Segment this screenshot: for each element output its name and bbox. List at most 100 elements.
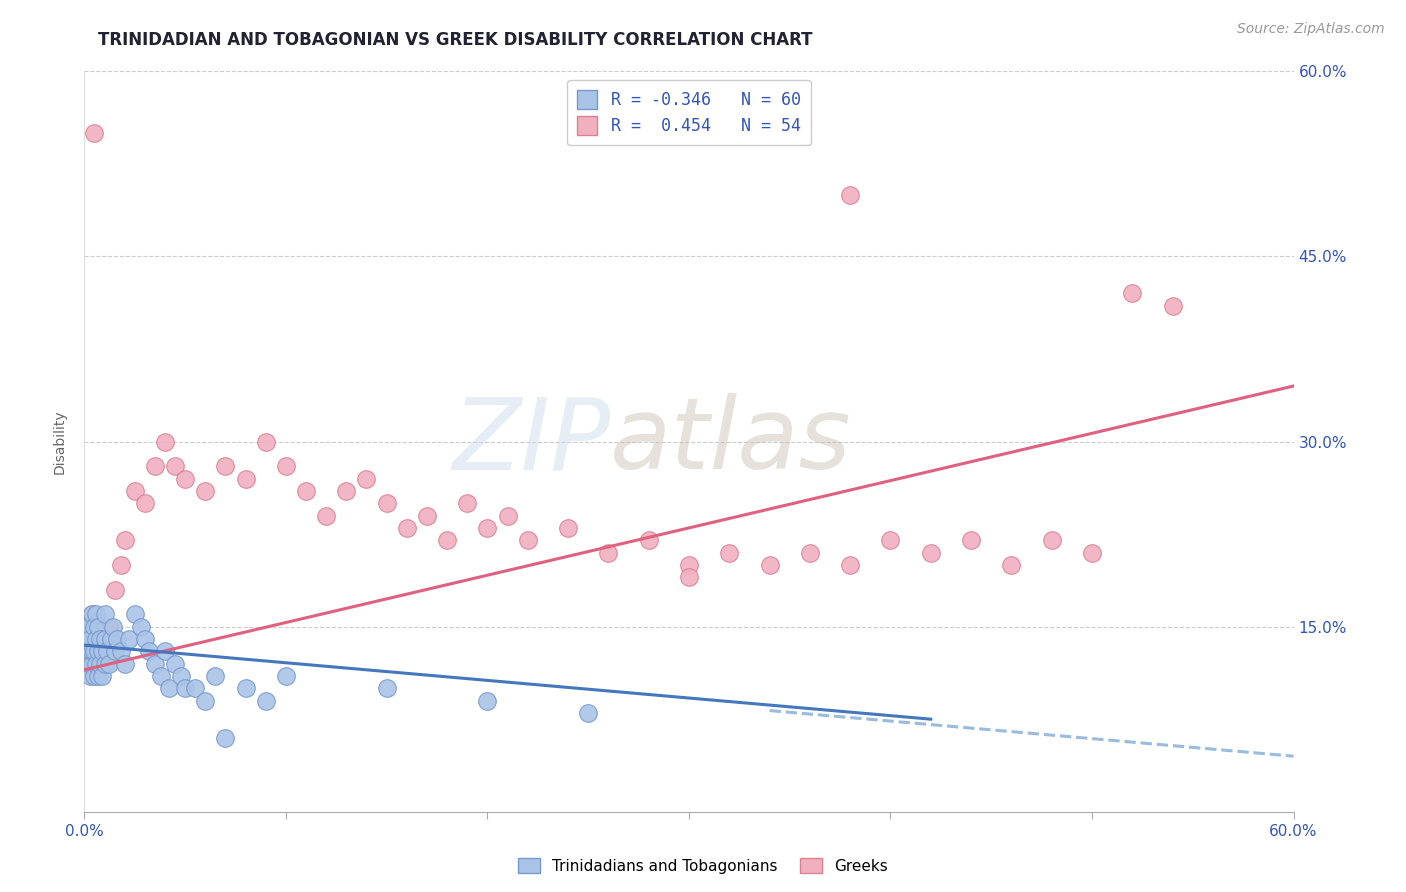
Point — [114, 657, 136, 671]
Point — [194, 694, 217, 708]
Point — [87, 644, 110, 658]
Point — [83, 619, 105, 633]
Point — [598, 546, 620, 560]
Text: atlas: atlas — [610, 393, 852, 490]
Point — [87, 619, 110, 633]
Point — [174, 681, 197, 696]
Point — [496, 508, 519, 523]
Point — [557, 521, 579, 535]
Text: TRINIDADIAN AND TOBAGONIAN VS GREEK DISABILITY CORRELATION CHART: TRINIDADIAN AND TOBAGONIAN VS GREEK DISA… — [98, 31, 813, 49]
Point — [134, 632, 156, 646]
Point — [97, 657, 120, 671]
Point — [839, 187, 862, 202]
Point — [153, 644, 176, 658]
Point — [114, 533, 136, 548]
Point — [315, 508, 337, 523]
Point — [235, 471, 257, 485]
Point — [758, 558, 780, 572]
Point — [87, 619, 110, 633]
Point — [1161, 299, 1184, 313]
Point — [214, 459, 236, 474]
Point — [375, 681, 398, 696]
Point — [143, 657, 166, 671]
Point — [576, 706, 599, 720]
Point — [138, 644, 160, 658]
Legend: R = -0.346   N = 60, R =  0.454   N = 54: R = -0.346 N = 60, R = 0.454 N = 54 — [567, 79, 811, 145]
Point — [124, 607, 146, 622]
Point — [104, 582, 127, 597]
Point — [718, 546, 741, 560]
Legend: Trinidadians and Tobagonians, Greeks: Trinidadians and Tobagonians, Greeks — [512, 852, 894, 880]
Text: Source: ZipAtlas.com: Source: ZipAtlas.com — [1237, 22, 1385, 37]
Point — [118, 632, 141, 646]
Point — [274, 459, 297, 474]
Point — [124, 483, 146, 498]
Point — [86, 657, 108, 671]
Point — [75, 619, 97, 633]
Point — [149, 669, 172, 683]
Point — [143, 459, 166, 474]
Point — [75, 644, 97, 658]
Point — [416, 508, 439, 523]
Point — [82, 607, 104, 622]
Point — [184, 681, 207, 696]
Point — [1040, 533, 1063, 548]
Point — [214, 731, 236, 745]
Point — [83, 644, 105, 658]
Point — [1121, 286, 1143, 301]
Point — [516, 533, 538, 548]
Point — [254, 434, 277, 449]
Point — [75, 632, 97, 646]
Point — [77, 657, 100, 671]
Point — [157, 681, 180, 696]
Point — [75, 644, 97, 658]
Point — [174, 471, 197, 485]
Point — [77, 632, 100, 646]
Point — [129, 619, 152, 633]
Point — [89, 657, 111, 671]
Point — [274, 669, 297, 683]
Point — [1081, 546, 1104, 560]
Point — [678, 558, 700, 572]
Point — [799, 546, 821, 560]
Point — [436, 533, 458, 548]
Text: ZIP: ZIP — [453, 393, 610, 490]
Point — [170, 669, 193, 683]
Point — [356, 471, 378, 485]
Point — [82, 607, 104, 622]
Point — [235, 681, 257, 696]
Point — [79, 657, 101, 671]
Point — [1000, 558, 1022, 572]
Point — [96, 644, 118, 658]
Point — [637, 533, 659, 548]
Point — [93, 632, 115, 646]
Point — [295, 483, 318, 498]
Point — [153, 434, 176, 449]
Point — [165, 459, 187, 474]
Point — [89, 632, 111, 646]
Point — [79, 657, 101, 671]
Point — [477, 521, 499, 535]
Point — [204, 669, 226, 683]
Point — [477, 694, 499, 708]
Point — [79, 669, 101, 683]
Point — [100, 632, 122, 646]
Point — [879, 533, 901, 548]
Point — [86, 632, 108, 646]
Point — [83, 126, 105, 140]
Point — [82, 644, 104, 658]
Point — [97, 619, 120, 633]
Point — [335, 483, 357, 498]
Point — [165, 657, 187, 671]
Point — [89, 644, 111, 658]
Point — [86, 607, 108, 622]
Point — [375, 496, 398, 510]
Point — [93, 607, 115, 622]
Point — [91, 669, 114, 683]
Point — [77, 619, 100, 633]
Point — [79, 632, 101, 646]
Point — [87, 669, 110, 683]
Point — [93, 632, 115, 646]
Point — [77, 632, 100, 646]
Point — [93, 657, 115, 671]
